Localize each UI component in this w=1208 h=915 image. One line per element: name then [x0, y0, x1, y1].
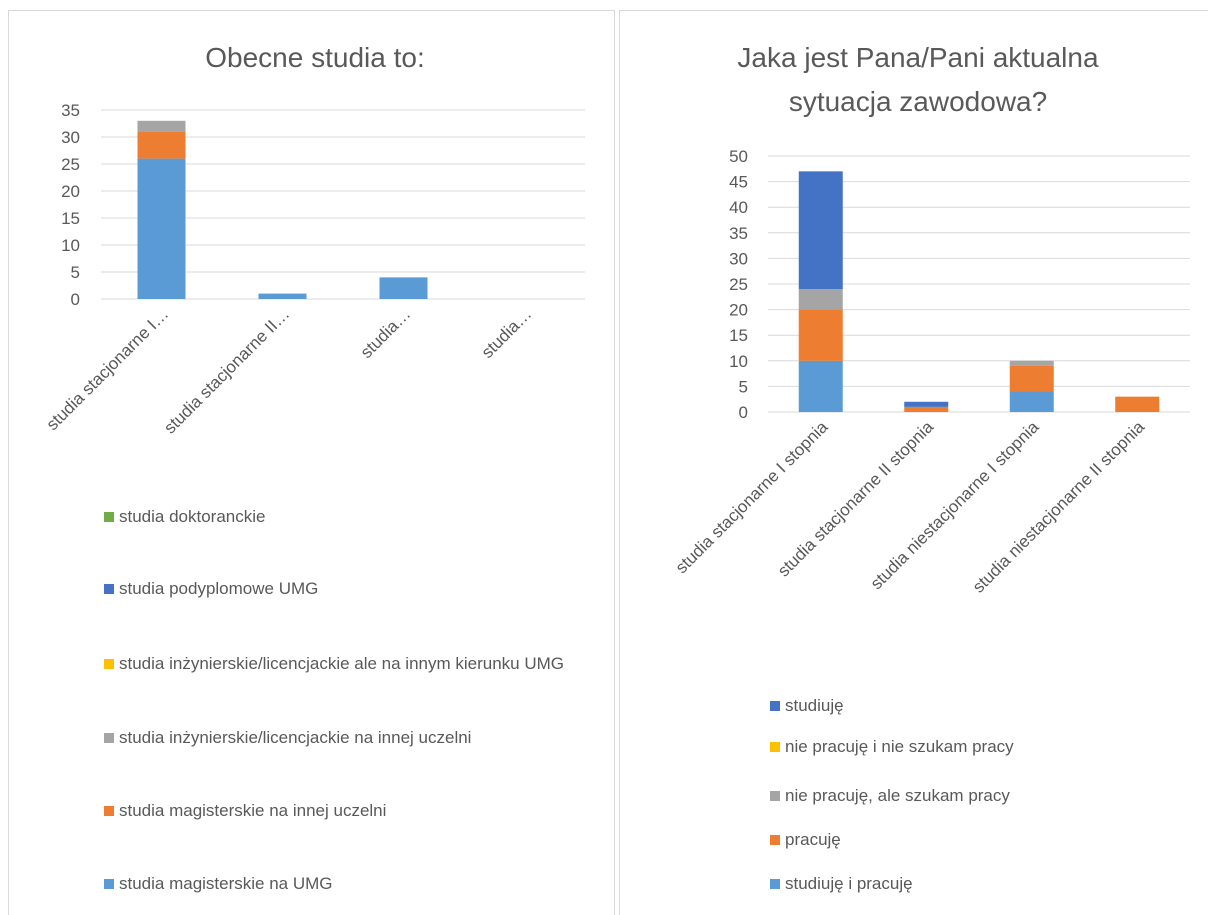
- chart1-y-tick-label: 30: [61, 128, 80, 147]
- chart2-y-tick-label: 25: [729, 275, 748, 294]
- chart1-legend-item: studia podyplomowe UMG: [104, 577, 584, 601]
- chart2-bar-segment: [798, 309, 843, 361]
- chart2-y-tick-label: 35: [729, 224, 748, 243]
- chart2-y-tick-label: 0: [739, 403, 748, 422]
- chart2-bar-segment: [904, 401, 949, 407]
- chart-panel-current-studies: [8, 10, 615, 915]
- chart2-legend-label: nie pracuję i nie szukam pracy: [785, 737, 1014, 756]
- chart2-legend-label: pracuję: [785, 830, 841, 849]
- chart2-legend-item: nie pracuję, ale szukam pracy: [770, 784, 1190, 808]
- chart-panel-employment-status: [619, 10, 1208, 915]
- chart1-title: Obecne studia to:: [205, 42, 424, 73]
- chart2-bar-segment: [904, 406, 949, 412]
- chart1-y-tick-label: 10: [61, 236, 80, 255]
- chart1-legend-label: studia inżynierskie/licencjackie na inne…: [119, 728, 472, 747]
- chart1-y-tick-label: 0: [71, 290, 80, 309]
- chart2-legend-swatch: [770, 742, 780, 752]
- chart1-y-tick-label: 25: [61, 155, 80, 174]
- chart2-y-tick-label: 10: [729, 352, 748, 371]
- chart2-bar-segment: [1115, 396, 1160, 412]
- chart2-y-tick-label: 50: [729, 147, 748, 166]
- chart2-legend-item: nie pracuję i nie szukam pracy: [770, 735, 1190, 759]
- chart1-legend-label: studia podyplomowe UMG: [119, 579, 319, 598]
- chart2-bar-segment: [798, 171, 843, 290]
- chart2-bar-segment: [798, 360, 843, 412]
- chart1-bar-segment: [258, 293, 307, 299]
- chart1-legend-item: studia magisterskie na UMG: [104, 872, 584, 896]
- chart2-legend-swatch: [770, 879, 780, 889]
- chart2-bar-segment: [1009, 360, 1054, 366]
- chart1-y-tick-label: 20: [61, 182, 80, 201]
- chart2-legend-swatch: [770, 835, 780, 845]
- chart1-legend-item: studia magisterskie na innej uczelni: [104, 799, 584, 823]
- chart1-bar-segment: [137, 131, 186, 159]
- chart2-legend-label: nie pracuję, ale szukam pracy: [785, 786, 1010, 805]
- chart1-legend-swatch: [104, 806, 114, 816]
- chart2-y-tick-label: 15: [729, 326, 748, 345]
- chart2-y-tick-label: 40: [729, 198, 748, 217]
- chart1-legend-swatch: [104, 879, 114, 889]
- chart2-y-tick-label: 5: [739, 377, 748, 396]
- chart2-legend-item: studiuję: [770, 694, 1190, 718]
- chart1-y-tick-label: 35: [61, 101, 80, 120]
- chart1-legend-label: studia inżynierskie/licencjackie ale na …: [119, 654, 565, 673]
- chart2-y-tick-label: 30: [729, 249, 748, 268]
- chart1-legend-label: studia magisterskie na innej uczelni: [119, 801, 387, 820]
- chart1-legend-swatch: [104, 512, 114, 522]
- chart2-bar-segment: [798, 289, 843, 310]
- chart1-bar-segment: [137, 158, 186, 299]
- chart2-title-line1: Jaka jest Pana/Pani aktualna: [737, 42, 1099, 73]
- chart2-y-tick-label: 20: [729, 301, 748, 320]
- chart1-bar-segment: [137, 120, 186, 132]
- chart2-legend: studiuję nie pracuję i nie szukam pracy ni…: [770, 0, 1190, 915]
- chart2-legend-label: studiuję: [785, 696, 844, 715]
- chart2-legend-item: studiuję i pracuję: [770, 872, 1190, 896]
- chart2-legend-item: pracuję: [770, 828, 1190, 852]
- chart1-legend-label: studia magisterskie na UMG: [119, 874, 333, 893]
- chart1-legend-label: studia doktoranckie: [119, 507, 266, 526]
- chart1-legend-swatch: [104, 659, 114, 669]
- chart1-legend-item: studia inżynierskie/licencjackie ale na …: [104, 652, 584, 676]
- chart2-legend-swatch: [770, 701, 780, 711]
- chart1-legend-item: studia inżynierskie/licencjackie na inne…: [104, 726, 584, 750]
- chart2-legend-label: studiuję i pracuję: [785, 874, 913, 893]
- chart1-bar-segment: [379, 277, 428, 299]
- chart2-title-line2: sytuacja zawodowa?: [789, 86, 1047, 117]
- chart1-y-tick-label: 5: [71, 263, 80, 282]
- chart1-legend-item: studia doktoranckie: [104, 505, 584, 529]
- chart1-legend-swatch: [104, 733, 114, 743]
- chart2-y-tick-label: 45: [729, 173, 748, 192]
- chart1-legend: studia doktoranckie studia podyplomowe UM…: [104, 0, 584, 915]
- chart2-bar-segment: [1009, 391, 1054, 412]
- chart1-legend-swatch: [104, 584, 114, 594]
- chart2-bar-segment: [1009, 365, 1054, 392]
- chart2-legend-swatch: [770, 791, 780, 801]
- chart1-y-tick-label: 15: [61, 209, 80, 228]
